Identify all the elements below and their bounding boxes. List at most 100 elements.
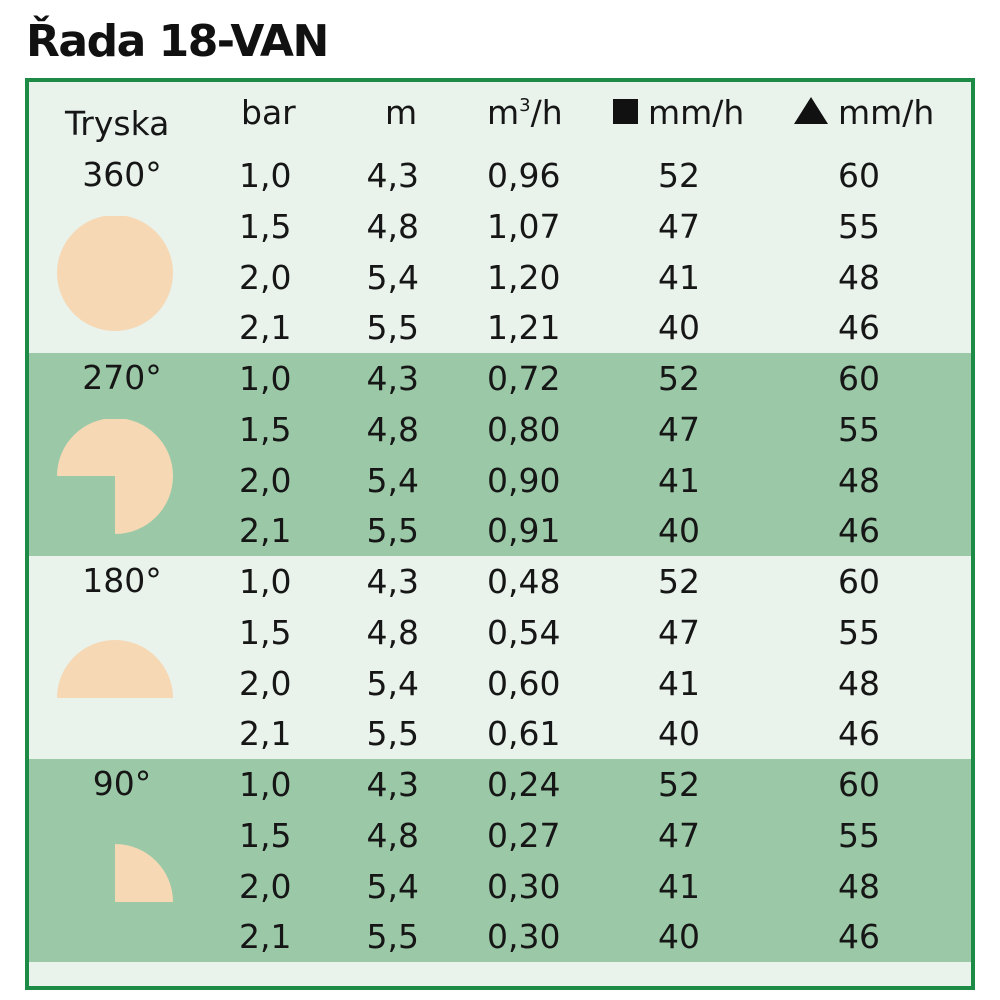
triangle-rate-cell: 60: [838, 765, 880, 804]
pressure-cell: 1,0: [239, 156, 292, 195]
flow-cell: 0,80: [487, 409, 561, 449]
pressure-cell: 2,1: [239, 714, 292, 754]
square-rate-cell: 40: [658, 917, 700, 957]
table-row: 1,5 4,8 0,27 47 55: [29, 810, 971, 861]
triangle-rate-cell: 48: [838, 460, 880, 500]
pressure-cell: 1,5: [239, 409, 292, 449]
triangle-rate-cell: 46: [838, 917, 880, 957]
table-row: 1,5 4,8 0,80 47 55: [29, 404, 971, 455]
square-rate-cell: 52: [658, 359, 700, 398]
table-row: 1,5 4,8 0,54 47 55: [29, 607, 971, 658]
square-rate-cell: 41: [658, 663, 700, 703]
square-rate-cell: 52: [658, 765, 700, 804]
three-quarter-circle-pattern-icon: [57, 419, 173, 534]
triangle-rate-cell: 60: [838, 156, 880, 195]
header-triangle-rate: mm/h: [794, 93, 934, 133]
table-row: 1,0 4,3 0,24 52 60: [29, 759, 971, 810]
header-flow-exponent: 3: [519, 95, 531, 116]
table-row: 2,1 5,5 1,21 40 46: [29, 302, 971, 353]
pressure-cell: 1,5: [239, 206, 292, 246]
header-flow-unit: m: [487, 93, 520, 132]
flow-cell: 0,61: [487, 714, 561, 754]
nozzle-angle: 90°: [92, 764, 152, 803]
square-rate-cell: 40: [658, 511, 700, 551]
nozzle-group-90: 90° 1,0 4,3 0,24 52 60 1,5 4,8 0,27 47 5…: [29, 759, 971, 962]
flow-cell: 0,24: [487, 765, 561, 804]
triangle-rate-cell: 48: [838, 257, 880, 297]
radius-cell: 4,8: [366, 612, 419, 652]
pressure-cell: 1,5: [239, 815, 292, 855]
nozzle-group-360: 360° 1,0 4,3 0,96 52 60 1,5 4,8 1,07 47 …: [29, 150, 971, 353]
header-nozzle: Tryska: [65, 104, 170, 143]
radius-cell: 4,3: [366, 562, 419, 601]
flow-cell: 0,30: [487, 866, 561, 906]
table-row: 2,0 5,4 0,30 41 48: [29, 861, 971, 912]
nozzle-group-270: 270° 1,0 4,3 0,72 52 60 1,5 4,8 0,80 47 …: [29, 353, 971, 556]
radius-cell: 5,4: [366, 663, 419, 703]
flow-cell: 0,54: [487, 612, 561, 652]
nozzle-angle: 180°: [82, 561, 162, 600]
radius-cell: 5,5: [366, 511, 419, 551]
square-rate-cell: 47: [658, 206, 700, 246]
triangle-rate-cell: 46: [838, 714, 880, 754]
radius-cell: 5,4: [366, 866, 419, 906]
page-title: Řada 18-VAN: [26, 16, 329, 67]
pressure-cell: 2,0: [239, 866, 292, 906]
black-square-icon: [613, 99, 638, 124]
triangle-rate-cell: 55: [838, 409, 880, 449]
flow-cell: 1,20: [487, 257, 561, 297]
square-rate-cell: 52: [658, 156, 700, 195]
header-triangle-rate-label: mm/h: [838, 93, 935, 132]
radius-cell: 4,8: [366, 206, 419, 246]
black-triangle-icon: [794, 97, 828, 124]
radius-cell: 5,4: [366, 257, 419, 297]
square-rate-cell: 47: [658, 815, 700, 855]
flow-cell: 0,90: [487, 460, 561, 500]
header-square-rate-label: mm/h: [648, 93, 745, 132]
radius-cell: 4,3: [366, 765, 419, 804]
square-rate-cell: 40: [658, 308, 700, 348]
triangle-rate-cell: 55: [838, 206, 880, 246]
flow-cell: 0,91: [487, 511, 561, 551]
triangle-rate-cell: 55: [838, 815, 880, 855]
table-row: 2,1 5,5 0,61 40 46: [29, 708, 971, 759]
flow-cell: 0,48: [487, 562, 561, 601]
square-rate-cell: 47: [658, 409, 700, 449]
pressure-cell: 1,0: [239, 359, 292, 398]
pressure-cell: 2,1: [239, 917, 292, 957]
table-row: 2,0 5,4 0,90 41 48: [29, 455, 971, 506]
square-rate-cell: 41: [658, 257, 700, 297]
nozzle-angle: 270°: [82, 358, 162, 397]
triangle-rate-cell: 46: [838, 511, 880, 551]
flow-cell: 0,96: [487, 156, 561, 195]
table-row: 2,0 5,4 1,20 41 48: [29, 252, 971, 303]
radius-cell: 4,3: [366, 156, 419, 195]
radius-cell: 5,4: [366, 460, 419, 500]
performance-table: Tryska bar m m3/h mm/h mm/h 360° 1,0 4,3…: [25, 78, 975, 990]
pressure-cell: 2,0: [239, 663, 292, 703]
radius-cell: 4,3: [366, 359, 419, 398]
triangle-rate-cell: 60: [838, 359, 880, 398]
table-header: Tryska bar m m3/h mm/h mm/h: [29, 82, 971, 150]
flow-cell: 0,30: [487, 917, 561, 957]
table-row: 1,0 4,3 0,96 52 60: [29, 150, 971, 201]
table-row: 2,1 5,5 0,30 40 46: [29, 911, 971, 962]
square-rate-cell: 41: [658, 866, 700, 906]
flow-cell: 0,27: [487, 815, 561, 855]
pressure-cell: 1,0: [239, 765, 292, 804]
triangle-rate-cell: 48: [838, 663, 880, 703]
flow-cell: 0,72: [487, 359, 561, 398]
half-circle-pattern-icon: [57, 640, 173, 698]
radius-cell: 4,8: [366, 815, 419, 855]
pressure-cell: 1,0: [239, 562, 292, 601]
radius-cell: 5,5: [366, 917, 419, 957]
full-circle-pattern-icon: [57, 216, 173, 331]
triangle-rate-cell: 46: [838, 308, 880, 348]
radius-cell: 5,5: [366, 714, 419, 754]
table-row: 1,0 4,3 0,48 52 60: [29, 556, 971, 607]
square-rate-cell: 40: [658, 714, 700, 754]
header-flow-per-hour: /h: [530, 93, 563, 132]
header-pressure: bar: [241, 93, 296, 132]
header-flow: m3/h: [487, 93, 563, 133]
triangle-rate-cell: 60: [838, 562, 880, 601]
